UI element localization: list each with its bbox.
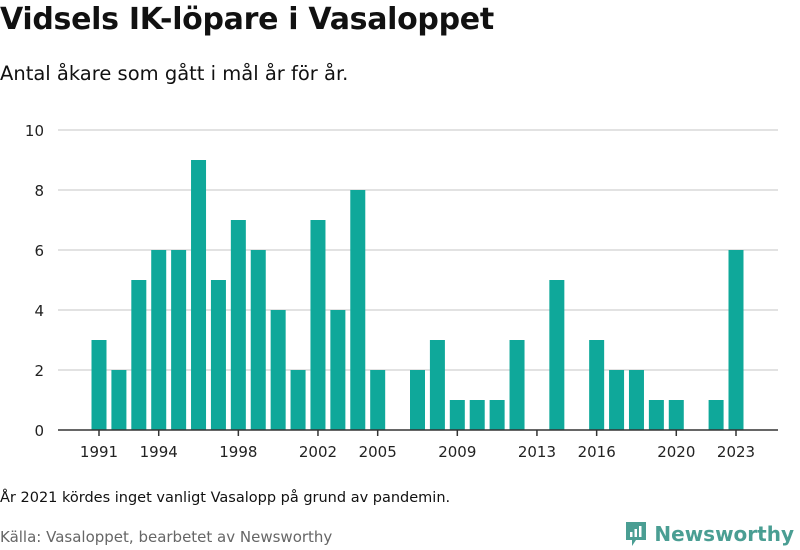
- newsworthy-icon: [626, 522, 647, 546]
- bar-2007: [410, 370, 425, 430]
- bar-1996: [191, 160, 207, 430]
- bar-2003: [330, 310, 346, 430]
- bar-2012: [509, 340, 525, 430]
- x-tick-label: 2005: [359, 443, 397, 461]
- bar-1994: [151, 250, 167, 430]
- chart-subtitle: Antal åkare som gått i mål år för år.: [0, 62, 349, 85]
- x-tick-label: 2013: [518, 443, 556, 461]
- y-tick-label: 4: [34, 302, 44, 320]
- bar-1995: [171, 250, 187, 430]
- bar-2019: [648, 400, 664, 430]
- bar-2016: [589, 340, 605, 430]
- bar-chart: 0 2 4 6 8 10 1991 1994 1998 2002 2005 2009 2013 2016 2…: [25, 122, 778, 461]
- bar-1999: [250, 250, 266, 430]
- chart-title: Vidsels IK-löpare i Vasaloppet: [0, 2, 494, 37]
- y-tick-label: 8: [34, 182, 44, 200]
- bar-2010: [469, 400, 485, 430]
- x-tick-label: 2009: [438, 443, 476, 461]
- x-tick-label: 1994: [140, 443, 178, 461]
- x-tick-label: 2002: [299, 443, 337, 461]
- bar-2004: [350, 190, 366, 430]
- bar-1993: [131, 280, 147, 430]
- newsworthy-logo: Newsworthy: [624, 520, 794, 548]
- bar-2017: [609, 370, 625, 430]
- bar-2009: [449, 400, 465, 430]
- bar-1997: [210, 280, 226, 430]
- brand-name: Newsworthy: [654, 522, 794, 546]
- bar-2005: [370, 370, 386, 430]
- y-tick-label: 6: [34, 242, 44, 260]
- bar-2014: [549, 280, 565, 430]
- footnote: År 2021 kördes inget vanligt Vasalopp på…: [0, 490, 451, 506]
- bar-2020: [668, 400, 684, 430]
- bar-2023: [728, 250, 744, 430]
- x-tick-label: 2020: [657, 443, 695, 461]
- bar-1991: [91, 340, 107, 430]
- x-tick-label: 2016: [578, 443, 616, 461]
- bar-2001: [290, 370, 306, 430]
- y-tick-label: 10: [25, 122, 44, 140]
- x-tick-label: 1991: [80, 443, 118, 461]
- x-tick-label: 1998: [219, 443, 257, 461]
- bar-2002: [310, 220, 326, 430]
- y-tick-label: 0: [34, 422, 44, 440]
- bar-1998: [230, 220, 246, 430]
- bar-2022: [708, 400, 724, 430]
- bar-2000: [270, 310, 286, 430]
- source-text: Källa: Vasaloppet, bearbetet av Newswort…: [0, 528, 333, 546]
- y-tick-label: 2: [34, 362, 44, 380]
- bar-1992: [111, 370, 127, 430]
- x-tick-label: 2023: [717, 443, 755, 461]
- bar-2008: [429, 340, 445, 430]
- bar-2018: [628, 370, 644, 430]
- bar-2011: [489, 400, 505, 430]
